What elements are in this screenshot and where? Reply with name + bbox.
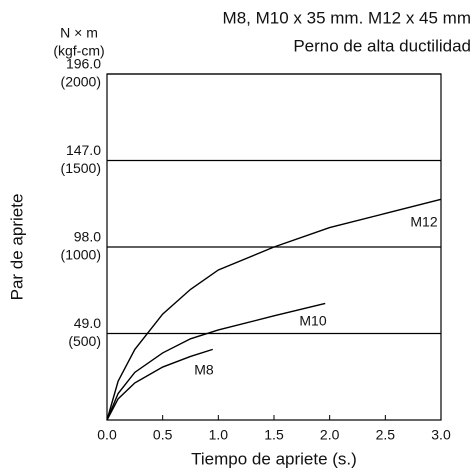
y-tick-label: 98.0 bbox=[74, 229, 101, 245]
y-tick-secondary-label: (1500) bbox=[61, 160, 101, 176]
chart-title: M8, M10 x 35 mm. M12 x 45 mm bbox=[223, 8, 471, 27]
y-tick-label: 196.0 bbox=[66, 56, 101, 72]
x-tick-label: 1.5 bbox=[264, 427, 284, 443]
series-label: M8 bbox=[194, 362, 214, 378]
y-axis-label: Par de apriete bbox=[7, 194, 26, 301]
series-line bbox=[106, 348, 213, 421]
x-tick-label: 0.5 bbox=[153, 427, 173, 443]
x-tick-label: 1.0 bbox=[209, 427, 229, 443]
x-tick-label: 0.0 bbox=[97, 427, 117, 443]
x-tick-label: 2.5 bbox=[376, 427, 396, 443]
y-tick-secondary-label: (1000) bbox=[61, 247, 101, 263]
x-tick-label: 3.0 bbox=[431, 427, 451, 443]
chart-subtitle: Perno de alta ductilidad bbox=[293, 36, 471, 55]
x-axis-label: Tiempo de apriete (s.) bbox=[191, 449, 357, 468]
series-label: M12 bbox=[410, 214, 437, 230]
y-unit: N × m bbox=[60, 25, 98, 41]
y-tick-secondary-label: (500) bbox=[68, 333, 101, 349]
x-tick-label: 2.0 bbox=[320, 427, 340, 443]
series-label: M10 bbox=[299, 313, 326, 329]
y-tick-label: 49.0 bbox=[74, 315, 101, 331]
series-line bbox=[106, 302, 326, 421]
y-tick-secondary-label: (2000) bbox=[61, 74, 101, 90]
series-line bbox=[106, 198, 442, 421]
y-unit-secondary: (kgf-cm) bbox=[53, 43, 104, 59]
y-tick-label: 147.0 bbox=[66, 142, 101, 158]
